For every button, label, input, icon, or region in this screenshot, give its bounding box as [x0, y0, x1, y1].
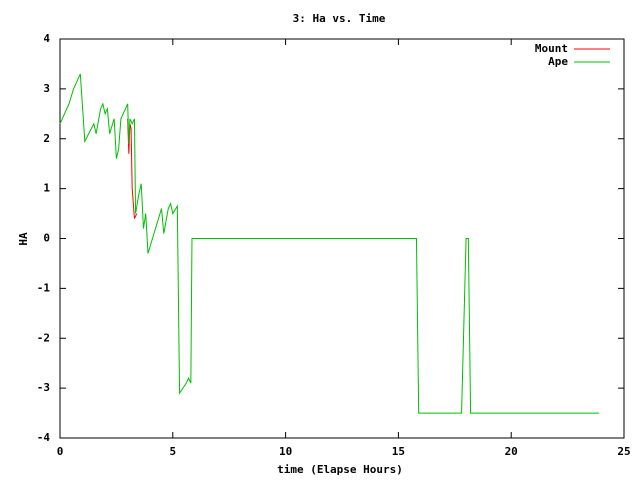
x-tick-label: 10 — [279, 445, 292, 458]
y-tick-label: -1 — [37, 281, 51, 294]
y-tick-label: 1 — [43, 182, 50, 195]
y-tick-label: 4 — [43, 32, 50, 45]
y-tick-label: -4 — [37, 431, 51, 444]
y-axis-label: HA — [17, 232, 30, 246]
x-tick-label: 15 — [392, 445, 405, 458]
series-line — [127, 118, 138, 219]
x-tick-label: 25 — [617, 445, 630, 458]
x-tick-label: 20 — [505, 445, 518, 458]
y-tick-label: 0 — [43, 232, 50, 245]
legend-label: Ape — [548, 55, 568, 68]
series-line — [59, 73, 600, 414]
y-tick-label: -2 — [37, 331, 50, 344]
x-axis-label: time (Elapse Hours) — [277, 463, 403, 476]
chart-title: 3: Ha vs. Time — [293, 12, 386, 25]
y-tick-label: 2 — [43, 132, 50, 145]
y-tick-label: -3 — [37, 381, 50, 394]
x-tick-label: 5 — [169, 445, 176, 458]
legend-label: Mount — [535, 42, 568, 55]
y-tick-label: 3 — [43, 82, 50, 95]
x-tick-label: 0 — [57, 445, 64, 458]
